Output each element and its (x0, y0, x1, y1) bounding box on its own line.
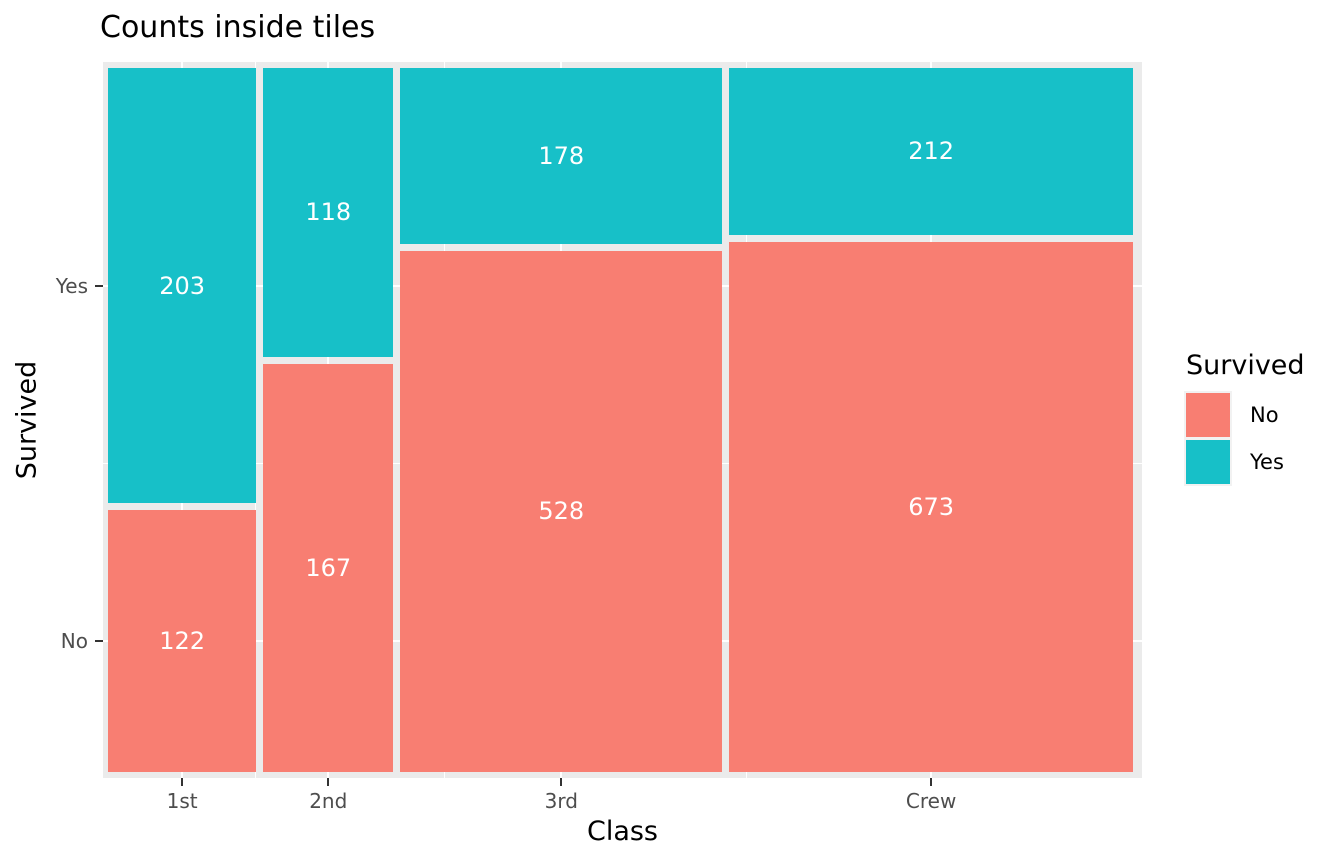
y-tick-mark (95, 284, 103, 287)
tile-count-label: 212 (908, 137, 955, 166)
tile-count-label: 118 (305, 198, 352, 227)
x-axis-title: Class (586, 816, 659, 847)
legend-swatch-no (1184, 391, 1232, 439)
y-tick-label: Yes (55, 273, 88, 298)
tile-count-label: 203 (159, 271, 206, 300)
legend-swatch-yes (1184, 438, 1232, 486)
tile-3rd-no: 528 (400, 250, 723, 772)
y-tick-label: No (60, 629, 88, 654)
y-tick-mark (95, 640, 103, 643)
tile-2nd-no: 167 (263, 363, 394, 772)
legend-label: No (1250, 403, 1279, 427)
legend-item-yes: Yes (1184, 438, 1305, 486)
legend-item-no: No (1184, 391, 1305, 439)
x-tick-mark (181, 778, 184, 786)
tile-count-label: 673 (908, 492, 955, 521)
x-tick-mark (560, 778, 563, 786)
legend: Survived No Yes (1184, 350, 1305, 487)
x-tick-label: 1st (166, 789, 198, 813)
tile-count-label: 167 (305, 553, 352, 582)
legend-label: Yes (1250, 450, 1284, 474)
legend-items: No Yes (1184, 391, 1305, 486)
tile-1st-no: 122 (108, 510, 257, 772)
tile-2nd-yes: 118 (263, 68, 394, 357)
y-axis-title: Survived (11, 360, 43, 480)
x-tick-label: 2nd (309, 789, 348, 813)
tile-crew-no: 673 (729, 241, 1133, 772)
x-tick-mark (930, 778, 933, 786)
x-tick-mark (327, 778, 330, 786)
legend-title: Survived (1186, 350, 1305, 381)
plot-panel: 203 122 118 167 178 528 212 673 (103, 62, 1142, 778)
tile-count-label: 178 (538, 141, 585, 170)
tile-3rd-yes: 178 (400, 68, 723, 244)
x-tick-label: Crew (905, 789, 957, 813)
tile-crew-yes: 212 (729, 68, 1133, 235)
x-tick-label: 3rd (544, 789, 578, 813)
tile-count-label: 122 (159, 627, 206, 656)
tile-count-label: 528 (538, 497, 585, 526)
plot-title: Counts inside tiles (100, 10, 376, 45)
tile-1st-yes: 203 (108, 68, 257, 504)
